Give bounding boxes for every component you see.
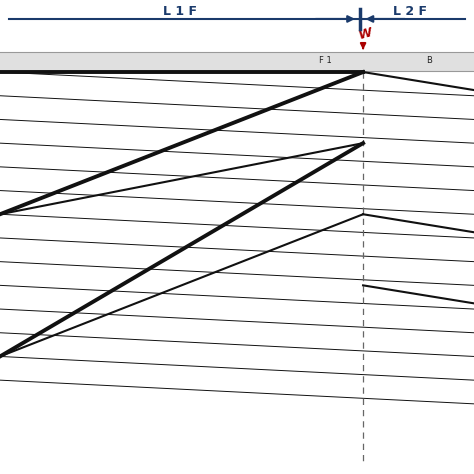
Text: F 1: F 1 bbox=[319, 56, 332, 65]
Text: L 1 F: L 1 F bbox=[163, 5, 197, 18]
Text: L 2 F: L 2 F bbox=[393, 5, 428, 18]
Bar bbox=[0, 52, 474, 71]
Text: B: B bbox=[427, 56, 432, 65]
Text: W: W bbox=[357, 26, 374, 42]
